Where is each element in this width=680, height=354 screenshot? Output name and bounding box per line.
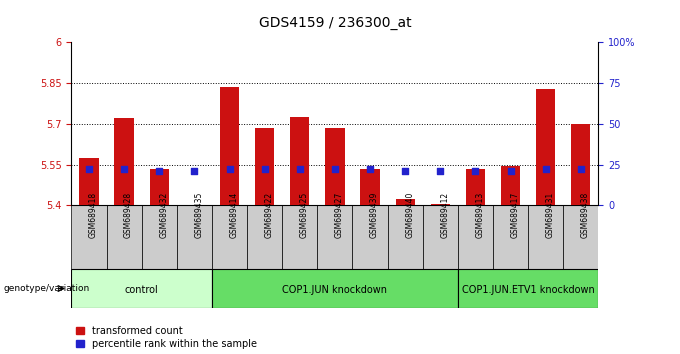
Bar <box>423 205 458 269</box>
Text: GSM689432: GSM689432 <box>159 192 168 238</box>
Point <box>364 166 375 172</box>
Bar <box>352 205 388 269</box>
Bar <box>536 88 556 205</box>
Bar <box>177 205 212 269</box>
Point <box>224 166 235 172</box>
Bar <box>458 205 493 269</box>
Bar <box>325 128 345 205</box>
Bar <box>107 205 141 269</box>
Bar <box>71 205 107 269</box>
Bar <box>282 205 318 269</box>
Text: COP1.JUN.ETV1 knockdown: COP1.JUN.ETV1 knockdown <box>462 285 594 296</box>
Text: GSM689431: GSM689431 <box>546 192 555 238</box>
Bar <box>150 169 169 205</box>
Bar <box>185 205 204 207</box>
Point <box>435 169 446 174</box>
Point <box>470 169 481 174</box>
Bar <box>458 269 598 308</box>
Bar <box>220 87 239 205</box>
Text: GSM689417: GSM689417 <box>511 192 520 238</box>
Point <box>505 169 516 174</box>
Text: GDS4159 / 236300_at: GDS4159 / 236300_at <box>258 16 411 30</box>
Text: GSM689414: GSM689414 <box>230 192 239 238</box>
Text: GSM689425: GSM689425 <box>300 192 309 238</box>
Bar <box>360 169 379 205</box>
Text: GSM689438: GSM689438 <box>581 192 590 238</box>
Bar <box>71 269 212 308</box>
Text: GSM689413: GSM689413 <box>475 192 484 238</box>
Point <box>259 166 270 172</box>
Point <box>541 166 551 172</box>
Bar <box>212 205 247 269</box>
Bar <box>388 205 423 269</box>
Point <box>154 169 165 174</box>
Bar <box>141 205 177 269</box>
Bar <box>255 128 274 205</box>
Bar <box>563 205 598 269</box>
Point <box>329 166 340 172</box>
Bar <box>528 205 563 269</box>
Bar <box>318 205 352 269</box>
Bar <box>290 117 309 205</box>
Text: control: control <box>125 285 158 296</box>
Point <box>84 166 95 172</box>
Point <box>294 166 305 172</box>
Bar <box>430 204 450 205</box>
Text: GSM689440: GSM689440 <box>405 192 414 238</box>
Bar <box>247 205 282 269</box>
Bar <box>501 166 520 205</box>
Point <box>575 166 586 172</box>
Bar <box>396 199 415 205</box>
Bar <box>212 269 458 308</box>
Text: GSM689428: GSM689428 <box>124 192 133 238</box>
Text: genotype/variation: genotype/variation <box>3 284 90 293</box>
Bar <box>571 124 590 205</box>
Text: COP1.JUN knockdown: COP1.JUN knockdown <box>282 285 388 296</box>
Point <box>189 169 200 174</box>
Text: GSM689427: GSM689427 <box>335 192 344 238</box>
Bar <box>466 169 485 205</box>
Text: GSM689439: GSM689439 <box>370 192 379 238</box>
Bar <box>493 205 528 269</box>
Text: GSM689412: GSM689412 <box>441 192 449 238</box>
Text: GSM689422: GSM689422 <box>265 192 273 238</box>
Point <box>118 166 129 172</box>
Bar <box>114 119 134 205</box>
Bar <box>80 158 99 205</box>
Legend: transformed count, percentile rank within the sample: transformed count, percentile rank withi… <box>76 326 257 349</box>
Point <box>400 169 411 174</box>
Text: GSM689435: GSM689435 <box>194 192 203 238</box>
Text: GSM689418: GSM689418 <box>89 192 98 238</box>
